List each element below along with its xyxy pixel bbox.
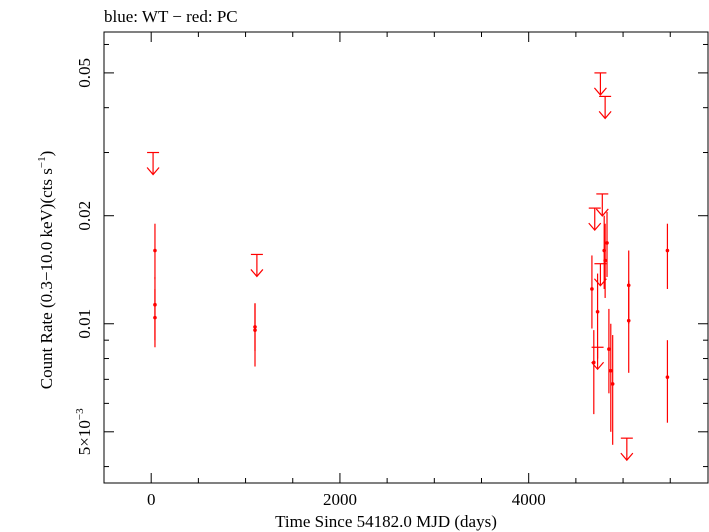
y-axis-label-superscript: −1 (36, 156, 48, 168)
data-point (665, 340, 670, 423)
upper-limit-arrow (593, 72, 607, 96)
upper-limit-head (620, 452, 634, 462)
y-tick-label-base: 0.05 (75, 58, 94, 88)
data-point (605, 211, 609, 277)
y-axis-label-main: Count Rate (0.3−10.0 keV)(cts s (37, 168, 56, 389)
y-axis-label: Count Rate (0.3−10.0 keV)(cts s−1) (36, 151, 56, 390)
y-tick-label: 0.01 (75, 309, 94, 339)
upper-limit-arrow (598, 95, 612, 120)
data-marker (603, 258, 607, 263)
upper-limit-head (146, 167, 160, 176)
y-tick-label: 5×10−3 (74, 408, 94, 455)
data-marker (610, 382, 615, 386)
y-tick-label-base: 0.02 (75, 201, 94, 231)
y-tick-label: 0.02 (75, 201, 94, 231)
x-tick-label: 0 (147, 490, 156, 509)
data-point (607, 308, 611, 394)
data-marker (626, 318, 631, 323)
data-point (665, 223, 670, 289)
data-marker (153, 315, 157, 320)
y-tick-label-base: 0.01 (75, 309, 94, 339)
data-marker (665, 375, 670, 379)
upper-limit-arrow (146, 151, 160, 176)
y-tick-label-base: 5×10 (75, 420, 94, 455)
data-point (253, 303, 257, 367)
x-axis-label: Time Since 54182.0 MJD (days) (275, 512, 497, 531)
data-point (626, 280, 631, 373)
upper-limit-arrow (591, 346, 605, 371)
upper-limit-arrow (588, 207, 602, 232)
data-point (153, 223, 157, 280)
data-point (603, 223, 607, 298)
upper-limit-head (588, 222, 602, 232)
upper-limit-arrow (620, 437, 634, 462)
plot-area: 0 2000 4000 5×10−3 0.01 0.02 0.05 (74, 31, 709, 509)
data-point (592, 330, 596, 415)
upper-limit-head (598, 111, 612, 120)
x-tick-label: 2000 (323, 490, 357, 509)
data-point (610, 335, 615, 445)
data-marker (607, 347, 611, 351)
upper-limit-head (250, 269, 264, 278)
data-point (590, 255, 594, 329)
data-marker (153, 248, 157, 253)
data-marker (605, 241, 609, 245)
upper-limit-head (591, 361, 605, 371)
upper-limit-head (593, 87, 607, 96)
data-marker (665, 248, 670, 253)
chart-title: blue: WT − red: PC (104, 7, 238, 26)
data-point (153, 288, 157, 348)
upper-limit-arrow (250, 253, 264, 278)
upper-limit-arrow (595, 193, 609, 217)
x-tick-label: 4000 (512, 490, 546, 509)
data-marker (253, 328, 257, 332)
y-tick-label-exponent: −3 (74, 408, 86, 420)
plot-frame (103, 31, 709, 484)
data-point (595, 273, 600, 359)
data-marker (590, 287, 594, 291)
data-point (608, 323, 613, 432)
upper-limit-head (595, 208, 609, 217)
y-tick-label: 0.05 (75, 58, 94, 88)
data-marker (608, 368, 613, 373)
data-marker (595, 309, 600, 314)
y-axis-label-end: ) (37, 151, 56, 157)
upper-limit-head (593, 278, 607, 287)
upper-limit-arrow (593, 263, 607, 287)
